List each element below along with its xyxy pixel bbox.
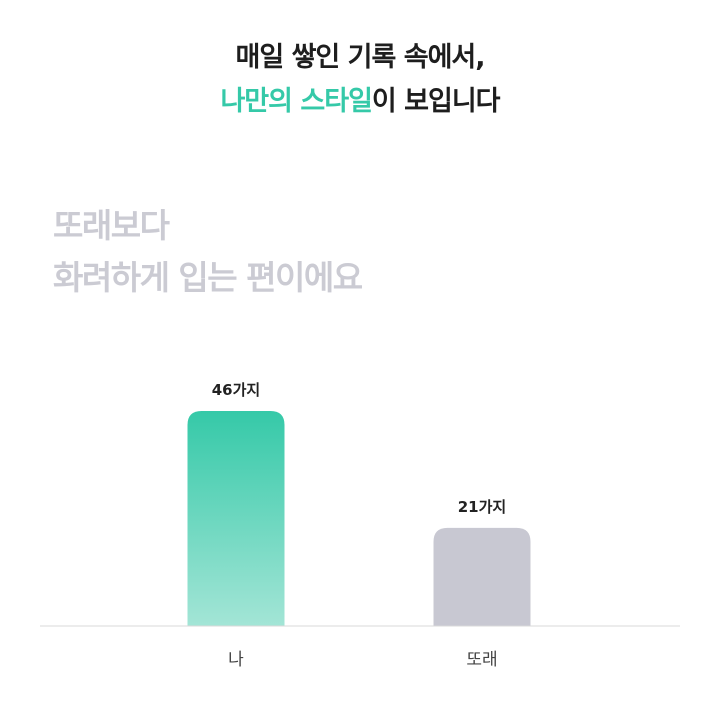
bar-me [187, 411, 285, 626]
subheading: 또래보다 화려하게 입는 편이에요 [53, 200, 363, 304]
headline-line-2: 나만의 스타일이 보입니다 [0, 80, 720, 124]
subheading-line-2: 화려하게 입는 편이에요 [53, 258, 363, 297]
bar-value-label: 21가지 [458, 498, 506, 516]
category-label: 나 [228, 650, 244, 670]
bar-value-label: 46가지 [212, 381, 260, 399]
headline-rest: 이 보입니다 [371, 86, 501, 117]
category-label: 또래 [466, 650, 497, 670]
headline: 매일 쌓인 기록 속에서, 나만의 스타일이 보입니다 [0, 36, 720, 124]
bar-peers [433, 527, 531, 626]
subheading-line-1: 또래보다 [53, 206, 170, 245]
headline-line-1: 매일 쌓인 기록 속에서, [235, 42, 485, 73]
headline-accent: 나만의 스타일 [220, 86, 372, 117]
